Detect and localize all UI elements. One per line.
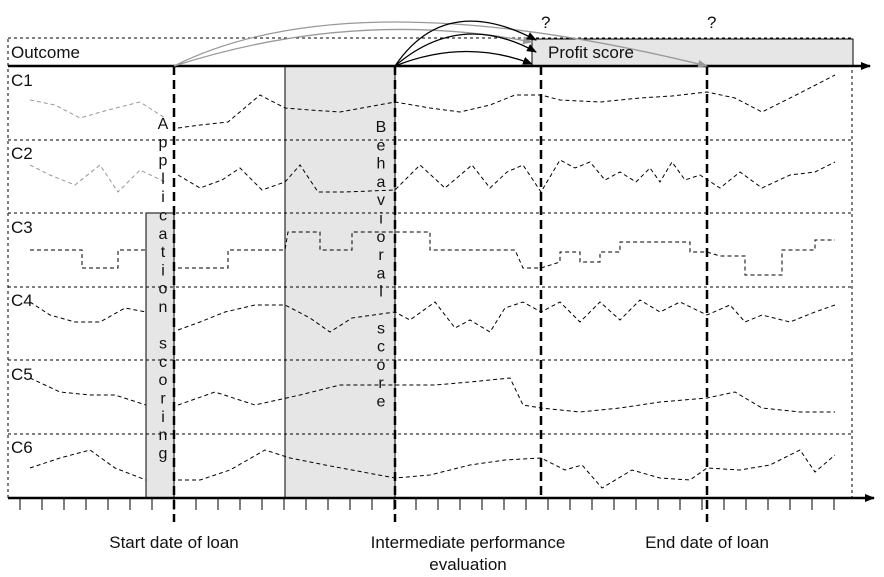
trajectory-c3 xyxy=(30,231,835,276)
end-date-label: End date of loan xyxy=(645,533,769,552)
event-lines xyxy=(172,66,709,522)
trajectory-c6 xyxy=(29,449,836,489)
customer-label-c5: C5 xyxy=(11,365,33,384)
intermediate-label-line2: evaluation xyxy=(429,555,507,574)
intermediate-label-line1: Intermediate performance xyxy=(371,533,566,552)
customer-label-c2: C2 xyxy=(11,144,33,163)
row-separators xyxy=(8,139,852,435)
application-scoring-region xyxy=(145,212,175,499)
customer-label-c1: C1 xyxy=(11,71,33,90)
profit-score-label: Profit score xyxy=(548,43,634,62)
profit-score-box xyxy=(531,38,854,67)
outcome-label: Outcome xyxy=(11,43,80,62)
behavioral-score-region xyxy=(284,65,396,499)
projection-arrows xyxy=(173,20,708,68)
customer-label-c4: C4 xyxy=(11,291,33,310)
question-mark-2: ? xyxy=(707,13,716,32)
customer-label-c3: C3 xyxy=(11,218,33,237)
trajectory-c5 xyxy=(29,377,835,413)
trajectory-c1 xyxy=(29,74,836,129)
time-axis-ticks xyxy=(19,498,835,510)
question-mark-1: ? xyxy=(541,13,550,32)
trajectory-c4 xyxy=(29,299,836,333)
start-date-label: Start date of loan xyxy=(109,533,238,552)
customer-label-c6: C6 xyxy=(11,438,33,457)
trajectory-c2 xyxy=(29,159,836,193)
outer-frame xyxy=(7,37,853,499)
